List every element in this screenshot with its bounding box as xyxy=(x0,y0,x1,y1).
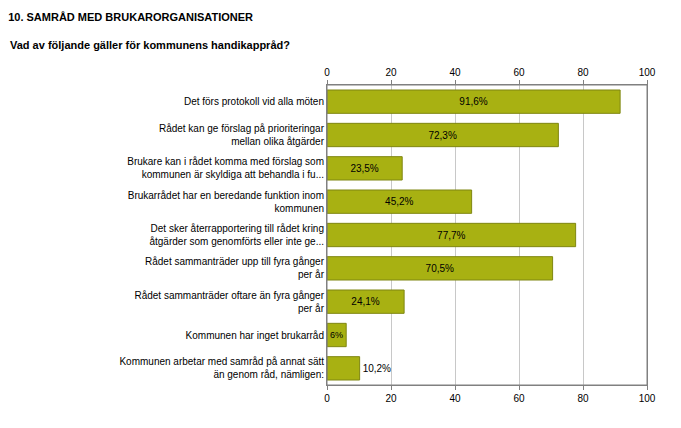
svg-text:Det sker återrapportering till: Det sker återrapportering till rådet kri… xyxy=(149,223,324,247)
svg-text:40: 40 xyxy=(449,67,461,78)
svg-text:80: 80 xyxy=(577,393,589,404)
svg-text:72,3%: 72,3% xyxy=(428,130,456,141)
svg-text:24,1%: 24,1% xyxy=(351,296,379,307)
svg-text:6%: 6% xyxy=(330,330,343,340)
svg-text:60: 60 xyxy=(513,393,525,404)
svg-text:Vad av följande gäller för kom: Vad av följande gäller för kommunens han… xyxy=(10,39,290,51)
svg-text:Rådet sammanträder oftare än f: Rådet sammanträder oftare än fyra gånger… xyxy=(134,290,324,314)
svg-text:10,2%: 10,2% xyxy=(363,363,391,374)
svg-text:45,2%: 45,2% xyxy=(385,196,413,207)
svg-text:Kommunen har inget brukarråd: Kommunen har inget brukarråd xyxy=(186,330,324,341)
svg-text:91,6%: 91,6% xyxy=(459,96,487,107)
svg-text:23,5%: 23,5% xyxy=(350,163,378,174)
svg-text:80: 80 xyxy=(577,67,589,78)
svg-text:Rådet sammanträder upp till fy: Rådet sammanträder upp till fyra gångerp… xyxy=(145,256,325,280)
svg-text:0: 0 xyxy=(324,393,330,404)
svg-text:Brukare kan i rådet komma med: Brukare kan i rådet komma med förslag so… xyxy=(127,156,324,180)
svg-text:10. SAMRÅD MED BRUKARORGANISAT: 10. SAMRÅD MED BRUKARORGANISATIONER xyxy=(8,11,253,23)
svg-text:Rådet kan ge förslag på priori: Rådet kan ge förslag på prioriteringarme… xyxy=(159,123,325,147)
svg-text:100: 100 xyxy=(639,67,656,78)
svg-text:Brukarrådet har en beredande f: Brukarrådet har en beredande funktion in… xyxy=(128,190,324,214)
svg-text:100: 100 xyxy=(639,393,656,404)
svg-text:0: 0 xyxy=(324,67,330,78)
svg-text:Kommunen arbetar med samråd på: Kommunen arbetar med samråd på annat sät… xyxy=(119,356,324,380)
svg-text:77,7%: 77,7% xyxy=(437,230,465,241)
svg-text:Det förs protokoll vid alla mö: Det förs protokoll vid alla möten xyxy=(184,96,324,107)
svg-text:70,5%: 70,5% xyxy=(426,263,454,274)
svg-text:60: 60 xyxy=(513,67,525,78)
svg-text:20: 20 xyxy=(385,67,397,78)
svg-text:40: 40 xyxy=(449,393,461,404)
svg-text:20: 20 xyxy=(385,393,397,404)
